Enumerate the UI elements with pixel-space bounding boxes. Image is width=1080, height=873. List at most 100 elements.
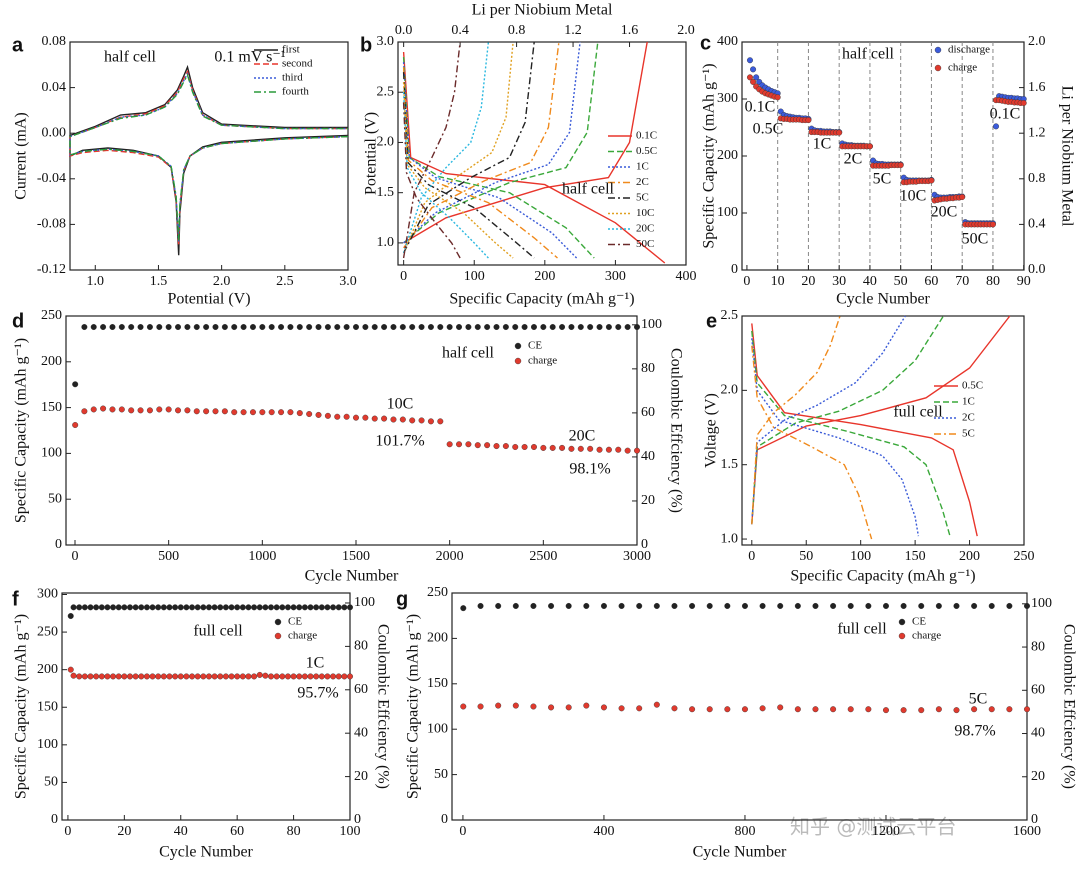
x-tick-label: 0 [64,824,71,839]
data-point [138,604,145,611]
data-point [175,407,182,414]
data-point [689,706,696,713]
data-point [830,706,837,713]
annotation: 20C [569,428,596,445]
annotation: half cell [104,49,157,66]
data-point [521,443,528,450]
data-point [596,446,603,453]
data-line [402,41,560,259]
y-tick-label: 150 [427,676,448,691]
data-point [245,673,252,680]
data-point [334,413,341,420]
data-point [146,407,153,414]
legend-label: 2C [962,412,975,424]
data-point [160,604,167,611]
data-point [268,604,275,611]
annotation: 1C [813,136,832,153]
data-point [301,604,308,611]
data-point [989,221,996,228]
y-tick-label: 250 [37,624,58,639]
data-point [278,324,285,331]
data-point [115,604,122,611]
data-point [865,706,872,713]
data-point [184,324,191,331]
data-point [866,143,873,150]
data-point [296,673,303,680]
y2-axis-label: Coulombic Effciency (%) [374,624,391,789]
data-point [259,324,266,331]
legend-label: 0.5C [962,380,983,392]
data-point [110,604,117,611]
data-point [296,324,303,331]
data-point [184,407,191,414]
data-point [418,417,425,424]
legend-label: second [282,58,313,70]
data-point [143,673,150,680]
legend-label: CE [528,340,542,352]
data-point [549,324,556,331]
data-point [1020,99,1027,106]
annotation: 10C [900,188,927,205]
data-point [307,673,314,680]
data-point [897,162,904,169]
data-point [287,409,294,416]
data-point [559,324,566,331]
panel-letter: b [360,34,372,56]
data-point [634,324,641,331]
data-point [493,324,500,331]
legend-label: third [282,72,303,84]
data-point [390,324,397,331]
data-point [636,705,643,712]
x-tick-label: 20 [117,824,131,839]
data-point [548,704,555,711]
data-point [335,604,342,611]
x-tick-label: 10 [771,274,785,289]
data-point [484,324,491,331]
y-axis-label: Current (mA) [13,112,30,200]
data-point [212,408,219,415]
x2-tick-label: 0.8 [508,23,526,38]
y-tick-label: 50 [48,491,62,506]
data-point [583,702,590,709]
data-point [306,324,313,331]
data-point [146,324,153,331]
data-point [318,673,325,680]
legend-swatch [934,46,942,54]
data-point [87,673,94,680]
data-point [262,604,269,611]
plot-frame [451,592,1028,821]
data-point [315,324,322,331]
data-point [156,324,163,331]
data-point [836,129,843,136]
legend-label: 5C [636,192,649,204]
data-point [189,673,196,680]
x2-tick-label: 1.2 [564,23,582,38]
data-point [177,604,184,611]
data-point [746,74,753,81]
data-line [402,41,535,259]
x-tick-label: 300 [605,269,626,284]
data-point [653,701,660,708]
y-tick-label: 200 [427,631,448,646]
y-tick-label: 250 [427,585,448,600]
annotation: 95.7% [297,685,338,702]
data-point [121,673,128,680]
data-point [399,416,406,423]
y2-tick-label: 20 [1031,769,1045,784]
data-point [568,324,575,331]
x-tick-label: 100 [340,824,361,839]
data-point [347,604,354,611]
data-point [81,604,88,611]
x-axis-label: Potential (V) [167,291,250,308]
annotation: 98.7% [954,723,995,740]
data-point [90,324,97,331]
y2-axis-label: Coulombic Effciency (%) [1060,624,1077,789]
x-tick-label: 1500 [342,549,370,564]
data-point [93,673,100,680]
data-point [166,673,173,680]
y2-tick-label: 0.4 [1028,217,1046,232]
data-point [334,324,341,331]
x-tick-label: 1200 [872,824,900,839]
x-tick-label: 2.5 [276,274,294,289]
